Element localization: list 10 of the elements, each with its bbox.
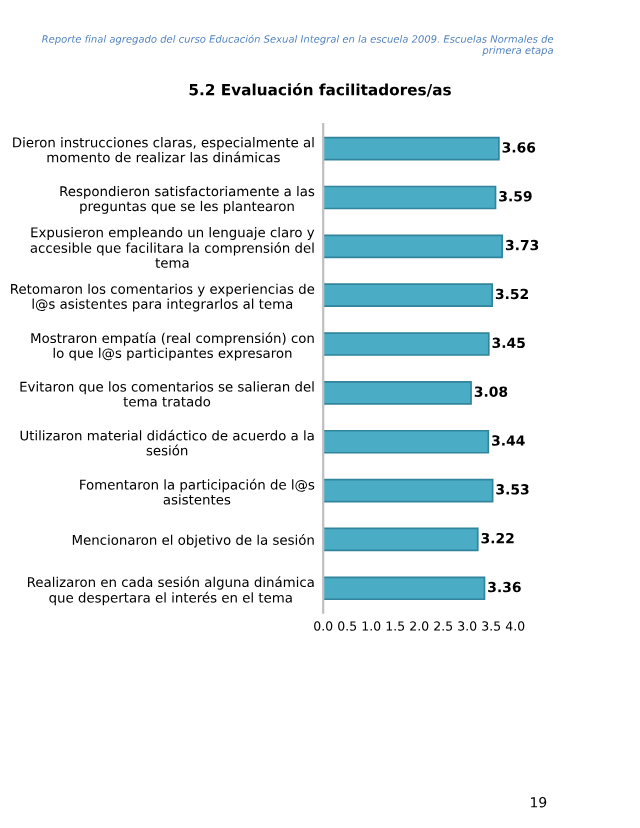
bar (323, 332, 490, 356)
bar (323, 478, 494, 503)
bar (323, 185, 497, 210)
bar (323, 381, 472, 405)
bar (323, 576, 486, 601)
bar (323, 136, 500, 161)
bar (323, 527, 479, 552)
bar (323, 283, 493, 308)
bar (323, 429, 490, 454)
bar (323, 234, 504, 259)
